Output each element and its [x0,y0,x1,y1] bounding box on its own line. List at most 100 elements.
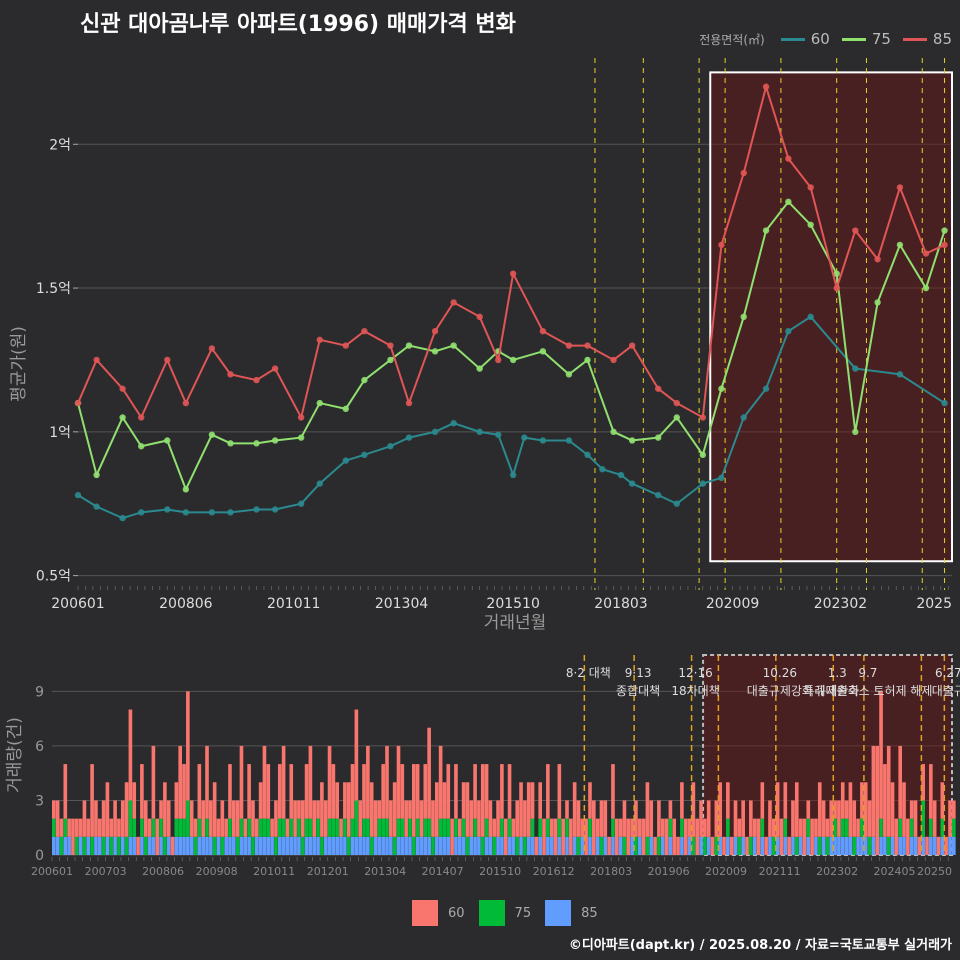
bar-60 [852,800,857,837]
bar-75 [143,836,148,855]
bar-85 [201,836,205,855]
bar-85 [67,836,71,855]
bar-75 [59,836,64,855]
point-75 [610,428,617,436]
bar-85 [611,836,615,855]
bar-60 [442,782,447,819]
bar-60 [791,800,795,837]
bar-60 [503,818,508,855]
bar-85 [871,836,876,855]
bar-85 [488,836,493,855]
bar-75 [825,836,830,855]
bar-60 [546,764,550,819]
bar-75 [840,818,845,837]
bar-85 [415,836,420,855]
bar-60 [906,818,910,855]
bar-75 [538,818,543,837]
bar-60 [415,764,420,819]
bar-85 [863,836,868,855]
policy-annotation: 8·2 대책 [566,665,611,680]
x-axis-label: 거래년월 [484,613,547,633]
point-60 [785,327,792,335]
bar-60 [258,782,263,819]
bar-60 [304,764,309,819]
bar-60 [59,818,64,837]
bar-75 [515,836,520,855]
bar-60 [312,800,317,837]
bar-75 [622,836,627,855]
bar-75 [484,818,489,837]
point-85 [297,414,305,421]
bar-75 [480,836,485,855]
bar-85 [243,836,248,855]
bar-60 [710,836,715,855]
highlight-box [709,71,953,563]
point-60 [361,451,368,459]
bar-60 [603,800,608,837]
bar-85 [186,836,190,855]
bar-x-tick-label: 201803 [590,865,632,878]
bar-85 [630,836,634,855]
bar-60 [894,818,899,855]
legend-swatch-60 [780,37,805,41]
point-60 [762,385,770,392]
bar-60 [285,818,290,837]
bar-60 [327,745,332,819]
bar-x-tick-label: 202111 [759,865,801,878]
bar-75 [929,818,933,837]
bar-85 [890,836,895,855]
bar-60 [316,800,320,819]
bar-85 [848,836,853,855]
bar-60 [779,818,784,855]
bar-75 [128,800,133,837]
bar-60 [909,800,914,819]
bar-60 [52,800,56,819]
bar-85 [232,836,236,855]
bar-75 [258,818,263,837]
bar-60 [856,818,860,837]
bar-85 [457,836,462,855]
bar-60 [477,800,481,837]
bar-60 [848,782,853,837]
bar-60 [798,818,803,837]
point-75 [405,342,413,349]
bar-60 [212,782,217,837]
bar-85 [565,836,569,855]
bar-x-tick-label: 200908 [196,865,238,878]
bar-85 [258,836,263,855]
bar-75 [212,836,217,855]
bar-60 [500,764,504,819]
point-60 [342,457,349,464]
bar-60 [726,782,730,819]
bar-60 [772,818,776,837]
bar-60 [622,800,627,837]
point-75 [740,313,747,321]
point-60 [476,428,483,436]
legend-item-85: 85 [897,30,952,48]
point-60 [182,509,190,516]
bar-60 [576,800,581,837]
bar-85 [660,836,665,855]
bar-75 [427,818,431,837]
bar-60 [829,800,834,837]
point-75 [852,428,859,436]
bar-60 [530,782,535,819]
bar-legend-item-75: 75 [478,900,531,926]
bar-75 [438,818,443,837]
bar-60 [557,764,562,819]
policy-annotation: 대출규제강화 [747,684,813,698]
bar-60 [243,818,248,837]
bar-60 [794,782,799,837]
bar-60 [925,836,929,855]
bar-75 [546,818,550,837]
bar-60 [354,709,359,801]
bar-60 [205,745,209,819]
point-60 [253,506,260,513]
bar-85 [105,836,110,855]
bar-60 [155,818,160,855]
bar-85 [293,836,297,855]
bar-60 [465,782,470,837]
point-85 [342,342,349,349]
bar-60 [277,764,282,819]
